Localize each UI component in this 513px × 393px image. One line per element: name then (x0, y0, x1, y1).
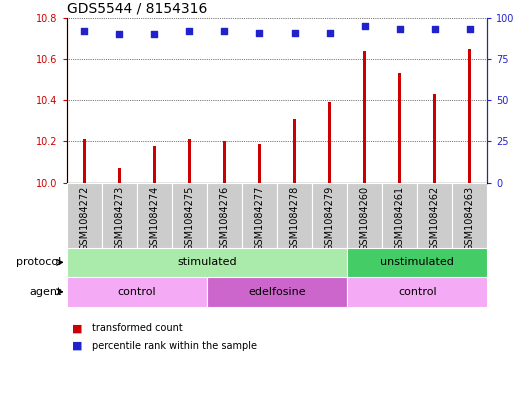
Text: GSM1084276: GSM1084276 (220, 186, 229, 251)
Bar (207, 277, 347, 307)
Bar (398, 73, 401, 183)
Bar (277, 183, 312, 248)
Text: GSM1084279: GSM1084279 (325, 186, 334, 251)
Text: GSM1084278: GSM1084278 (289, 186, 300, 251)
Point (466, 26, 474, 32)
Bar (347, 183, 382, 248)
Bar (67, 183, 102, 248)
Bar (242, 183, 277, 248)
Bar (468, 49, 471, 183)
Point (220, 28, 228, 34)
Bar (312, 183, 347, 248)
Text: GSM1084262: GSM1084262 (430, 186, 440, 251)
Bar (452, 183, 487, 248)
Bar (382, 183, 417, 248)
Bar (67, 277, 207, 307)
Text: control: control (117, 287, 156, 297)
Point (255, 29, 264, 36)
Bar (207, 183, 242, 248)
Bar (363, 51, 366, 183)
Bar (83, 140, 86, 183)
Bar (153, 145, 156, 183)
Text: percentile rank within the sample: percentile rank within the sample (92, 341, 258, 351)
Text: ■: ■ (72, 341, 82, 351)
Bar (172, 183, 207, 248)
Text: GSM1084272: GSM1084272 (79, 186, 89, 252)
Text: control: control (398, 287, 437, 297)
Bar (328, 102, 331, 183)
Text: edelfosine: edelfosine (248, 287, 306, 297)
Text: GDS5544 / 8154316: GDS5544 / 8154316 (67, 1, 207, 15)
Bar (67, 248, 347, 277)
Bar (417, 183, 452, 248)
Point (150, 31, 159, 37)
Bar (102, 183, 137, 248)
Point (396, 26, 404, 32)
Bar (347, 277, 487, 307)
Bar (293, 119, 296, 183)
Bar (258, 143, 261, 183)
Point (361, 23, 369, 29)
Point (80, 28, 88, 34)
Point (115, 31, 123, 37)
Text: agent: agent (29, 287, 62, 297)
Text: GSM1084274: GSM1084274 (149, 186, 160, 251)
Text: protocol: protocol (16, 257, 62, 267)
Bar (347, 248, 487, 277)
Bar (137, 183, 172, 248)
Text: GSM1084263: GSM1084263 (465, 186, 475, 251)
Bar (433, 94, 436, 183)
Point (290, 29, 299, 36)
Point (430, 26, 439, 32)
Point (325, 29, 333, 36)
Bar (118, 168, 121, 183)
Point (185, 28, 193, 34)
Text: GSM1084260: GSM1084260 (360, 186, 370, 251)
Text: GSM1084275: GSM1084275 (184, 186, 194, 252)
Text: unstimulated: unstimulated (380, 257, 454, 267)
Bar (223, 141, 226, 183)
Text: GSM1084277: GSM1084277 (254, 186, 265, 252)
Text: GSM1084261: GSM1084261 (394, 186, 405, 251)
Bar (188, 140, 191, 183)
Text: stimulated: stimulated (177, 257, 236, 267)
Text: ■: ■ (72, 323, 82, 333)
Text: transformed count: transformed count (92, 323, 183, 333)
Text: GSM1084273: GSM1084273 (114, 186, 124, 251)
